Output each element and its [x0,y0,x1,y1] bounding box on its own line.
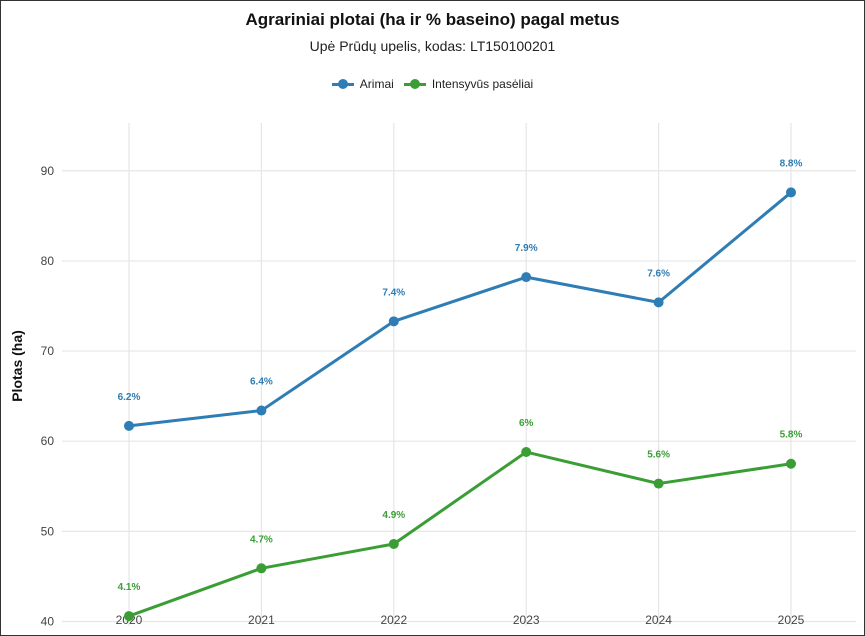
chart-subtitle: Upė Prūdų upelis, kodas: LT150100201 [309,38,556,54]
chart-title: Agrariniai plotai (ha ir % baseino) paga… [245,10,620,29]
x-tick-label-2023: 2023 [513,613,540,627]
data-label-0-2023: 7.9% [515,243,538,254]
x-axis-ticks: 202020212022202320242025 [116,613,805,627]
data-point-1-2021[interactable] [256,563,267,574]
data-label-1-2025: 5.8% [780,430,803,441]
data-label-0-2020: 6.2% [118,392,141,403]
data-point-1-2025[interactable] [786,458,796,469]
data-label-1-2024: 5.6% [647,450,670,461]
data-point-1-2022[interactable] [388,538,399,549]
data-label-0-2022: 7.4% [382,287,405,298]
data-label-0-2021: 6.4% [250,377,273,388]
y-tick-label-70: 70 [41,344,55,358]
data-point-1-2020[interactable] [124,611,134,622]
data-label-0-2025: 8.8% [780,158,803,169]
legend-item-intensyvus-paseliai[interactable]: Intensyvūs pasėliai [403,77,534,91]
data-label-1-2022: 4.9% [382,510,405,521]
y-tick-label-50: 50 [41,524,55,538]
y-tick-label-40: 40 [41,614,55,628]
legend-label-arimai: Arimai [359,77,394,91]
legend: Arimai Intensyvūs pasėliai [0,77,865,91]
x-tick-label-2025: 2025 [778,613,805,627]
data-point-0-2021[interactable] [256,405,267,416]
series-layer: 6.2% 6.4% 7.4% 7.9% 7.6% 8.8% 4.1% 4.7% 4.9% 6% 5.… [118,158,803,622]
data-label-1-2021: 4.7% [250,534,273,545]
series-line-0 [127,190,793,428]
y-axis-ticks: 40 50 60 70 80 90 [41,164,55,629]
data-label-1-2023: 6% [519,418,534,429]
y-axis-title: Plotas (ha) [9,330,25,402]
legend-swatch-arimai [331,78,354,90]
y-tick-label-80: 80 [41,254,55,268]
series-arimai: 6.2% 6.4% 7.4% 7.9% 7.6% 8.8% [118,158,803,431]
series-intensyvus-paseliai: 4.1% 4.7% 4.9% 6% 5.6% 5.8% [118,418,803,622]
data-point-0-2023[interactable] [521,272,532,283]
x-tick-label-2024: 2024 [645,613,672,627]
legend-item-arimai[interactable]: Arimai [331,77,394,91]
x-tick-label-2021: 2021 [248,613,275,627]
data-label-1-2020: 4.1% [118,582,141,593]
data-point-1-2024[interactable] [653,478,664,489]
data-label-0-2024: 7.6% [647,268,670,279]
data-point-0-2025[interactable] [786,187,796,198]
series-line-1 [127,450,793,618]
legend-label-intensyvus-paseliai: Intensyvūs pasėliai [431,77,534,91]
gridlines [62,123,856,626]
data-point-0-2022[interactable] [388,316,399,327]
x-tick-label-2022: 2022 [380,613,407,627]
y-tick-label-90: 90 [41,164,55,178]
y-tick-label-60: 60 [41,434,55,448]
data-point-0-2024[interactable] [653,297,664,308]
data-point-0-2020[interactable] [124,420,134,431]
data-point-1-2023[interactable] [521,447,532,458]
legend-swatch-intensyvus-paseliai [403,78,426,90]
